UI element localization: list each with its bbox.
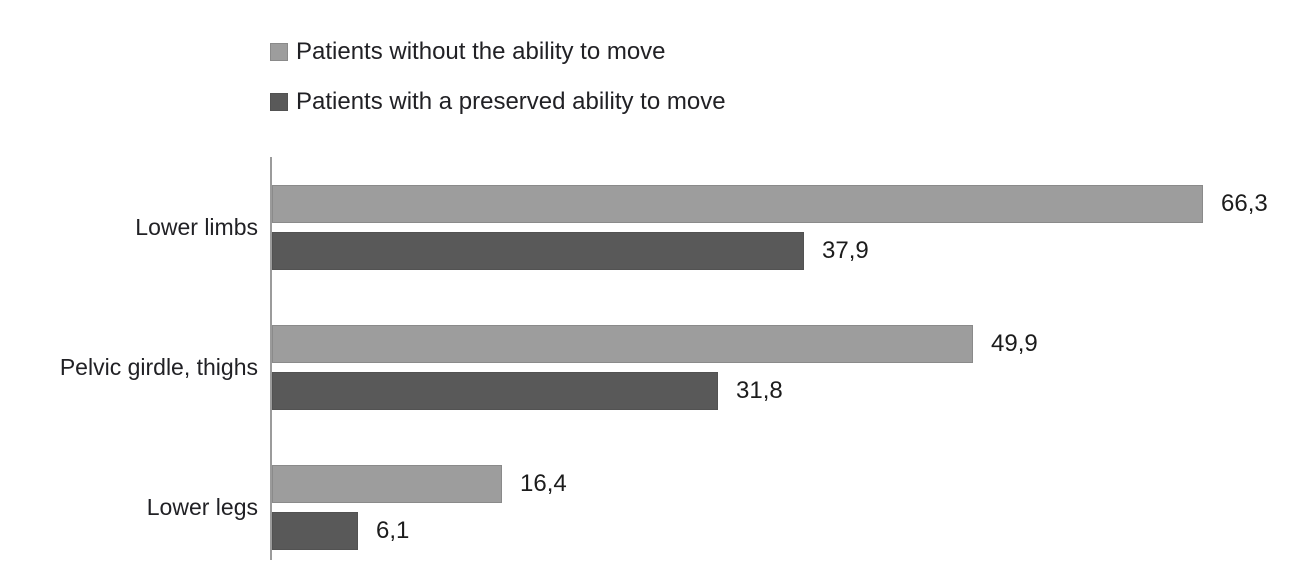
bar-with-ability — [272, 372, 718, 410]
bar-without-ability — [272, 325, 973, 363]
y-axis-line — [270, 157, 272, 560]
bar-with-ability — [272, 512, 358, 550]
bar-group: Pelvic girdle, thighs 49,9 31,8 — [60, 325, 1309, 410]
bar-without-ability — [272, 185, 1203, 223]
plot-area: Lower limbs 66,3 37,9 Pelvic girdle, thighs… — [60, 157, 1309, 560]
legend-item: Patients with a preserved ability to mov… — [270, 89, 726, 115]
bar-without-ability — [272, 465, 502, 503]
bar-value-label: 6,1 — [376, 517, 410, 544]
bar-value-label: 31,8 — [736, 377, 783, 404]
legend-label: Patients without the ability to move — [296, 38, 666, 65]
legend-label: Patients with a preserved ability to mov… — [296, 88, 726, 115]
category-label: Lower limbs — [135, 214, 258, 240]
legend-swatch-icon — [270, 43, 288, 61]
legend-item: Patients without the ability to move — [270, 39, 666, 65]
category-label: Pelvic girdle, thighs — [59, 354, 258, 380]
bar-value-label: 37,9 — [822, 237, 869, 264]
bar-group: Lower limbs 66,3 37,9 — [135, 185, 1309, 270]
bar-with-ability — [272, 232, 804, 270]
bar-group: Lower legs 16,4 6,1 — [147, 465, 1309, 550]
category-label: Lower legs — [146, 494, 258, 520]
legend-swatch-icon — [270, 93, 288, 111]
bar-value-label: 16,4 — [520, 470, 567, 497]
bar-value-label: 66,3 — [1221, 190, 1268, 217]
bar-value-label: 49,9 — [991, 330, 1038, 357]
